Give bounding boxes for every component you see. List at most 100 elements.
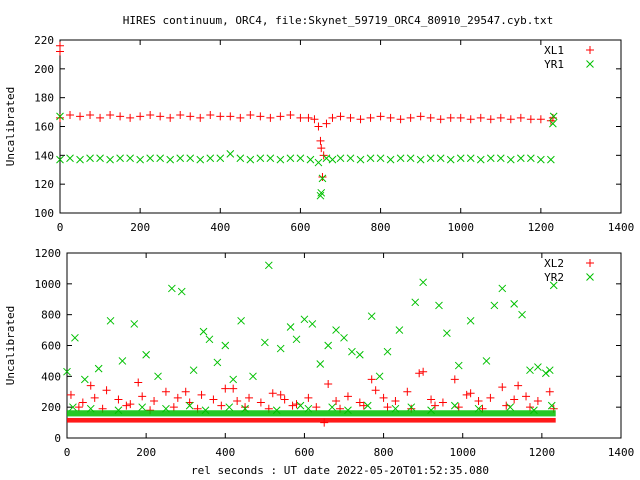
- data-point: [114, 395, 123, 404]
- data-point: [317, 144, 326, 153]
- y-tick-label: 200: [41, 401, 61, 414]
- x-tick-label: 1400: [608, 446, 635, 459]
- legend-marker: [586, 273, 594, 281]
- data-point: [306, 155, 315, 164]
- data-point: [537, 155, 545, 164]
- legend-label: XL1: [544, 44, 564, 57]
- dense-band-xl2: [67, 417, 556, 423]
- y-axis-label: Uncalibrated: [4, 87, 17, 166]
- data-point: [547, 401, 556, 410]
- data-point: [375, 372, 384, 381]
- x-tick-label: 1200: [529, 446, 556, 459]
- data-point: [264, 261, 273, 270]
- data-point: [407, 403, 416, 412]
- data-point: [366, 113, 375, 122]
- legend-label: YR1: [544, 58, 564, 71]
- data-point: [536, 115, 545, 124]
- data-point: [118, 357, 127, 365]
- data-point: [328, 155, 337, 164]
- data-point: [196, 113, 205, 122]
- data-point: [237, 316, 245, 325]
- data-point: [403, 387, 412, 396]
- data-point: [205, 335, 214, 344]
- plot-frame: [59, 39, 622, 214]
- data-point: [395, 326, 404, 334]
- data-point: [249, 372, 257, 381]
- data-point: [69, 403, 77, 412]
- data-point: [490, 301, 499, 310]
- data-point: [533, 397, 542, 405]
- y-tick-label: 600: [41, 340, 61, 353]
- y-tick-label: 120: [34, 178, 54, 191]
- data-point: [221, 341, 230, 350]
- data-point: [199, 327, 208, 336]
- data-point: [525, 403, 534, 412]
- data-point: [304, 393, 313, 402]
- data-point: [122, 401, 131, 410]
- dense-band-yr2: [67, 410, 556, 417]
- data-point: [173, 393, 182, 402]
- y-tick-label: 800: [41, 309, 61, 322]
- data-point: [186, 112, 195, 121]
- y-tick-label: 220: [34, 34, 54, 47]
- data-point: [416, 155, 425, 164]
- data-point: [534, 363, 542, 371]
- data-point: [356, 155, 365, 164]
- x-tick-label: 1200: [528, 221, 555, 234]
- x-tick-label: 800: [374, 446, 394, 459]
- data-point: [322, 119, 331, 128]
- data-point: [66, 154, 74, 163]
- data-point: [226, 112, 235, 121]
- data-point: [288, 401, 297, 410]
- data-point: [142, 350, 150, 359]
- data-point: [514, 381, 523, 390]
- data-point: [71, 333, 79, 342]
- data-point: [126, 154, 134, 163]
- data-point: [217, 401, 226, 410]
- series-yr1: [56, 112, 558, 200]
- data-point: [482, 357, 491, 365]
- data-point: [126, 113, 135, 122]
- data-point: [256, 112, 265, 121]
- data-point: [216, 112, 225, 121]
- data-point: [300, 315, 309, 324]
- legend-marker: [586, 46, 594, 54]
- data-point: [406, 113, 415, 122]
- data-point: [476, 113, 485, 122]
- data-point: [286, 323, 295, 331]
- data-point: [304, 113, 313, 122]
- y-tick-label: 0: [54, 432, 61, 445]
- data-point: [138, 392, 147, 401]
- data-point: [130, 320, 139, 328]
- data-point: [225, 403, 234, 412]
- data-point: [256, 154, 265, 163]
- data-point: [245, 393, 254, 402]
- data-point: [383, 347, 392, 356]
- data-point: [186, 154, 195, 163]
- data-point: [90, 393, 99, 402]
- data-point: [328, 113, 337, 122]
- data-point: [261, 338, 269, 347]
- data-point: [280, 395, 289, 404]
- x-axis-label: rel seconds : UT date 2022-05-20T01:52:3…: [191, 464, 489, 477]
- data-point: [324, 341, 333, 350]
- data-point: [316, 191, 325, 200]
- legend-label: XL2: [544, 257, 564, 270]
- data-point: [126, 400, 135, 409]
- data-point: [116, 154, 124, 163]
- data-point: [312, 403, 321, 412]
- data-point: [76, 112, 85, 121]
- data-point: [78, 398, 87, 407]
- y-tick-label: 160: [34, 121, 54, 134]
- data-point: [547, 155, 555, 164]
- data-point: [317, 188, 326, 197]
- data-point: [266, 154, 275, 163]
- data-point: [476, 155, 485, 164]
- data-point: [474, 397, 483, 405]
- data-point: [366, 154, 375, 163]
- data-point: [286, 154, 295, 163]
- x-tick-label: 400: [210, 221, 230, 234]
- data-point: [66, 110, 75, 119]
- lower-plot-panel: 0 200 400 600 800 1000 1200 1400 0 200 400 600 800 10…: [4, 247, 634, 459]
- data-point: [106, 155, 114, 164]
